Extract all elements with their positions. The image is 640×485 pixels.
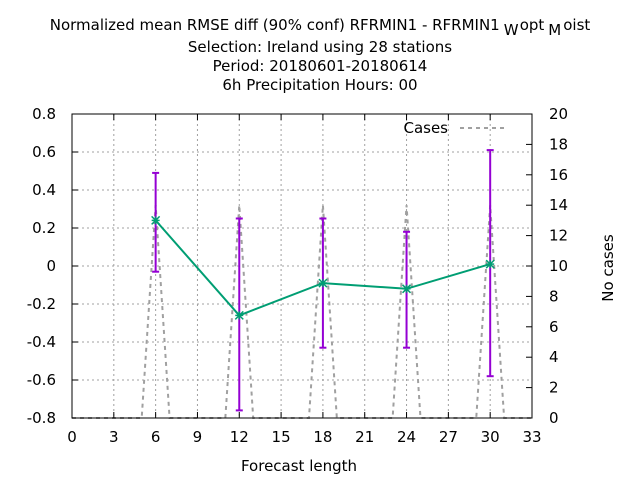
data-point [402, 284, 412, 294]
y2-tick-label: 12 [549, 227, 568, 245]
y-tick-label: -0.4 [27, 333, 56, 351]
y-tick-label: 0.4 [32, 181, 56, 199]
legend-label-cases: Cases [403, 119, 448, 137]
y2-tick-label: 14 [549, 196, 568, 214]
marker-stroke [402, 284, 412, 294]
y2-tick-label: 20 [549, 105, 568, 123]
y-tick-label: -0.8 [27, 409, 56, 427]
x-tick-label: 9 [193, 428, 203, 446]
y2-tick-label: 18 [549, 135, 568, 153]
x-tick-label: 18 [313, 428, 332, 446]
y2-tick-label: 10 [549, 257, 568, 275]
x-tick-label: 6 [151, 428, 161, 446]
x-tick-label: 15 [272, 428, 291, 446]
grid-lines [72, 114, 532, 418]
y-tick-label: 0 [46, 257, 56, 275]
y2-tick-label: 0 [549, 409, 559, 427]
x-axis-title: Forecast length [241, 457, 357, 475]
x-tick-label: 24 [397, 428, 416, 446]
y2-tick-label: 16 [549, 166, 568, 184]
data-point [234, 310, 244, 320]
title-line: Period: 20180601-20180614 [213, 57, 428, 75]
x-tick-label: 3 [109, 428, 119, 446]
marker-stroke [485, 259, 495, 269]
y-tick-label: 0.2 [32, 219, 56, 237]
y-tick-label: 0.6 [32, 143, 56, 161]
cases-series [72, 205, 532, 419]
data-point [151, 215, 161, 225]
marker-stroke [234, 310, 244, 320]
y2-tick-label: 4 [549, 348, 559, 366]
axes: 0 3 6 9 12 15 18 21 24 27 30 33-0.8-0.6-0.4-0.200.2… [27, 105, 568, 446]
x-tick-label: 30 [481, 428, 500, 446]
marker-stroke [151, 215, 161, 225]
rmse-diff-series [151, 215, 495, 320]
y2-tick-label: 2 [549, 379, 559, 397]
legend: Cases [403, 119, 506, 137]
data-point [318, 278, 328, 288]
x-tick-label: 0 [67, 428, 77, 446]
marker-stroke [318, 278, 328, 288]
y2-axis-title: No cases [599, 234, 617, 302]
chart-title: Normalized mean RMSE diff (90% conf) RFR… [50, 16, 591, 94]
data-point [485, 259, 495, 269]
y2-tick-label: 8 [549, 287, 559, 305]
x-tick-label: 27 [439, 428, 458, 446]
y-tick-label: -0.6 [27, 371, 56, 389]
x-tick-label: 12 [230, 428, 249, 446]
x-tick-label: 33 [522, 428, 541, 446]
title-line: 6h Precipitation Hours: 00 [222, 76, 417, 94]
x-tick-label: 21 [355, 428, 374, 446]
title-line: Normalized mean RMSE diff (90% conf) RFR… [50, 16, 591, 39]
title-line: Selection: Ireland using 28 stations [188, 38, 452, 56]
y-tick-label: 0.8 [32, 105, 56, 123]
cases-line [72, 205, 532, 419]
y-tick-label: -0.2 [27, 295, 56, 313]
y2-tick-label: 6 [549, 318, 559, 336]
